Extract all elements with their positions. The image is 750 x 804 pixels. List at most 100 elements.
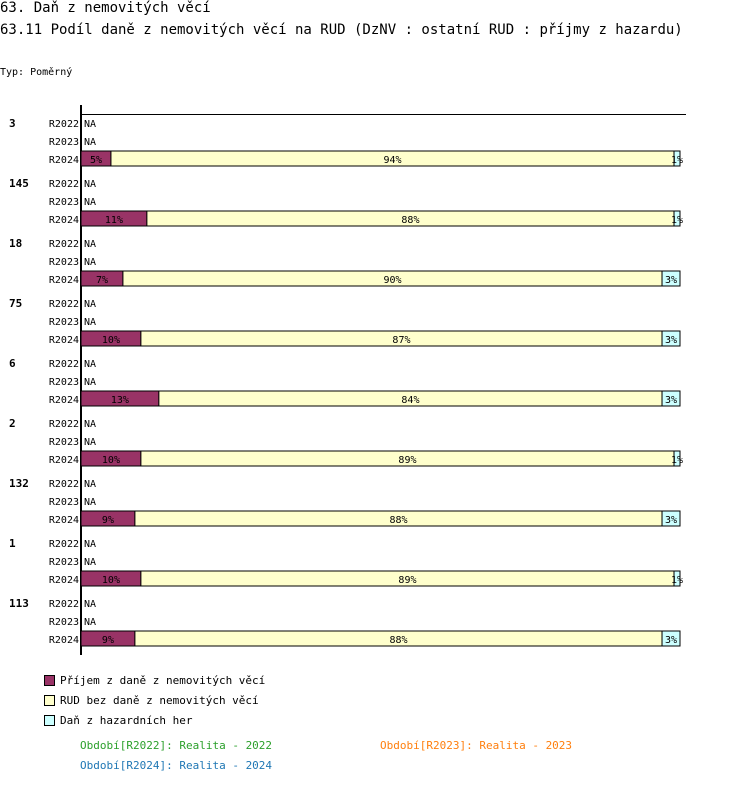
bar-segment xyxy=(661,630,681,647)
na-label: NA xyxy=(84,479,96,490)
legend-swatch xyxy=(44,695,55,706)
na-label: NA xyxy=(84,599,96,610)
na-label: NA xyxy=(84,179,96,190)
bar-segment xyxy=(673,450,681,467)
period-label: R2022 xyxy=(49,179,79,190)
legend-item-s2: RUD bez daně z nemovitých věcí xyxy=(44,694,259,707)
na-label: NA xyxy=(84,119,96,130)
period-label: R2023 xyxy=(49,557,79,568)
legend-label: Daň z hazardních her xyxy=(60,714,193,727)
period-label: R2023 xyxy=(49,617,79,628)
na-label: NA xyxy=(84,617,96,628)
period-label: R2023 xyxy=(49,437,79,448)
group-label: 2 xyxy=(9,417,16,430)
type-label: Typ: Poměrný xyxy=(0,67,73,78)
period-legend-r2022: Období[R2022]: Realita - 2022 xyxy=(80,739,273,752)
na-label: NA xyxy=(84,359,96,370)
period-label: R2024 xyxy=(49,455,79,466)
period-label: R2024 xyxy=(49,515,79,526)
group-label: 75 xyxy=(9,297,22,310)
bar-value-label: 3% xyxy=(665,395,677,406)
bar-segment xyxy=(673,150,681,167)
period-label: R2024 xyxy=(49,215,79,226)
na-label: NA xyxy=(84,239,96,250)
bar-value-label: 1% xyxy=(671,575,683,586)
period-label: R2024 xyxy=(49,395,79,406)
bar-value-label: 3% xyxy=(665,335,677,346)
bar-value-label: 5% xyxy=(90,155,102,166)
chart: 3 R2022 NA R2023 NA R2024 5% 94% 1% 145 R2022 NA R20… xyxy=(9,105,686,655)
group-label: 113 xyxy=(9,597,29,610)
period-label: R2022 xyxy=(49,299,79,310)
period-label: R2024 xyxy=(49,155,79,166)
na-label: NA xyxy=(84,317,96,328)
na-label: NA xyxy=(84,137,96,148)
na-label: NA xyxy=(84,419,96,430)
bar-value-label: 1% xyxy=(671,455,683,466)
na-label: NA xyxy=(84,377,96,388)
period-label: R2022 xyxy=(49,119,79,130)
bar-value-label: 1% xyxy=(671,155,683,166)
bar-segment xyxy=(673,210,681,227)
period-label: R2024 xyxy=(49,275,79,286)
period-label: R2022 xyxy=(49,239,79,250)
na-label: NA xyxy=(84,437,96,448)
bar-value-label: 84% xyxy=(401,395,419,406)
group-label: 3 xyxy=(9,117,16,130)
legend-label: RUD bez daně z nemovitých věcí xyxy=(60,694,259,707)
period-label: R2022 xyxy=(49,479,79,490)
bar-value-label: 94% xyxy=(383,155,401,166)
period-label: R2023 xyxy=(49,257,79,268)
bar-segment xyxy=(673,570,681,587)
bar-value-label: 7% xyxy=(96,275,108,286)
period-label: R2022 xyxy=(49,599,79,610)
group-label: 6 xyxy=(9,357,16,370)
period-label: R2023 xyxy=(49,197,79,208)
bar-value-label: 9% xyxy=(102,515,114,526)
period-label: R2022 xyxy=(49,539,79,550)
bar-value-label: 1% xyxy=(671,215,683,226)
bar-value-label: 88% xyxy=(389,635,407,646)
na-label: NA xyxy=(84,257,96,268)
bar-value-label: 88% xyxy=(389,515,407,526)
bar-value-label: 10% xyxy=(102,575,120,586)
period-label: R2023 xyxy=(49,137,79,148)
bar-segment xyxy=(661,270,681,287)
bar-value-label: 3% xyxy=(665,635,677,646)
bar-value-label: 87% xyxy=(392,335,410,346)
page-title: 63. Daň z nemovitých věcí xyxy=(0,0,211,16)
group-label: 1 xyxy=(9,537,16,550)
legend-swatch xyxy=(44,675,55,686)
na-label: NA xyxy=(84,497,96,508)
bar-value-label: 89% xyxy=(398,575,416,586)
bar-segment xyxy=(661,390,681,407)
bar-value-label: 3% xyxy=(665,515,677,526)
na-label: NA xyxy=(84,299,96,310)
period-label: R2023 xyxy=(49,317,79,328)
bar-value-label: 10% xyxy=(102,455,120,466)
na-label: NA xyxy=(84,197,96,208)
chart-title: 63.11 Podíl daně z nemovitých věcí na RU… xyxy=(0,22,683,38)
group-label: 132 xyxy=(9,477,29,490)
period-legend-r2023: Období[R2023]: Realita - 2023 xyxy=(380,739,573,752)
period-label: R2024 xyxy=(49,635,79,646)
bar-value-label: 3% xyxy=(665,275,677,286)
period-label: R2024 xyxy=(49,335,79,346)
period-label: R2022 xyxy=(49,359,79,370)
period-label: R2023 xyxy=(49,497,79,508)
period-label: R2022 xyxy=(49,419,79,430)
legend-item-s3: Daň z hazardních her xyxy=(44,714,192,727)
bar-value-label: 9% xyxy=(102,635,114,646)
bar-value-label: 90% xyxy=(383,275,401,286)
bar-value-label: 88% xyxy=(401,215,419,226)
period-label: R2023 xyxy=(49,377,79,388)
legend-label: Příjem z daně z nemovitých věcí xyxy=(60,674,266,687)
group-label: 145 xyxy=(9,177,29,190)
bar-value-label: 10% xyxy=(102,335,120,346)
legend-swatch xyxy=(44,715,55,726)
period-label: R2024 xyxy=(49,575,79,586)
bar-value-label: 13% xyxy=(111,395,129,406)
legend-item-s1: Příjem z daně z nemovitých věcí xyxy=(44,674,265,687)
na-label: NA xyxy=(84,557,96,568)
bar-value-label: 11% xyxy=(105,215,123,226)
